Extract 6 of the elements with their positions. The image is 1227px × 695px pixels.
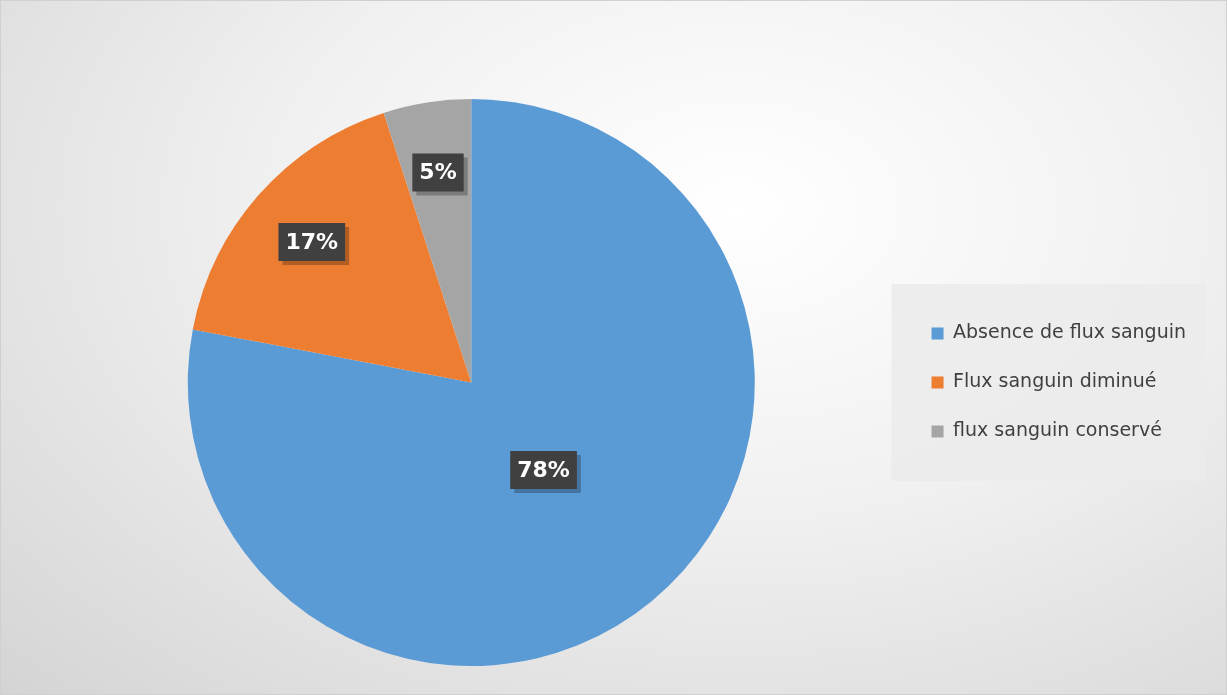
data-label: 17% <box>285 228 339 254</box>
legend-label: flux sanguin conservé <box>953 418 1162 441</box>
legend-label: Absence de flux sanguin <box>953 320 1187 343</box>
legend-label: Flux sanguin diminué <box>953 369 1157 392</box>
data-label: 78% <box>517 456 570 482</box>
data-label: 5% <box>419 159 457 185</box>
